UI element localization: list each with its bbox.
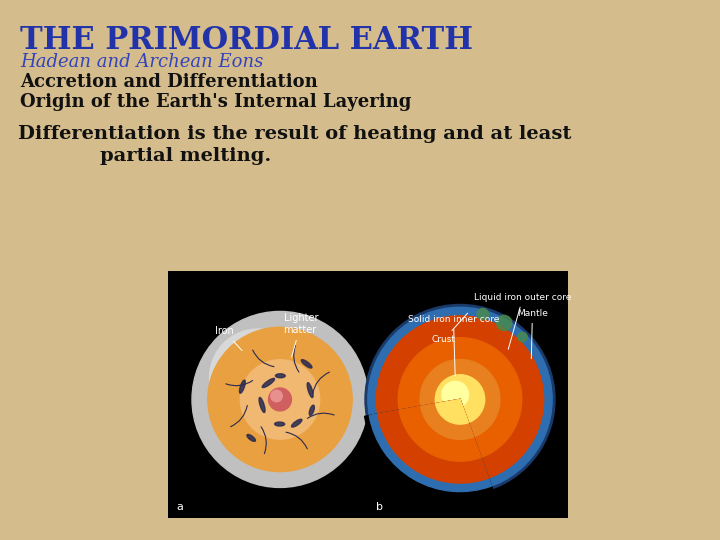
Circle shape: [271, 390, 282, 402]
Ellipse shape: [301, 360, 312, 368]
Wedge shape: [364, 400, 493, 496]
Text: Solid iron inner core: Solid iron inner core: [408, 314, 499, 376]
Circle shape: [436, 375, 485, 424]
Ellipse shape: [274, 422, 284, 426]
Text: Crust: Crust: [431, 313, 467, 345]
Circle shape: [497, 315, 512, 330]
Ellipse shape: [247, 435, 256, 441]
Circle shape: [420, 360, 500, 440]
Circle shape: [442, 381, 469, 408]
Circle shape: [240, 360, 320, 439]
Circle shape: [368, 307, 552, 491]
Text: THE PRIMORDIAL EARTH: THE PRIMORDIAL EARTH: [20, 25, 473, 56]
Circle shape: [210, 329, 307, 426]
Text: Hadean and Archean Eons: Hadean and Archean Eons: [20, 53, 264, 71]
Ellipse shape: [292, 419, 302, 427]
Text: Mantle: Mantle: [517, 309, 548, 359]
Circle shape: [365, 305, 555, 495]
Ellipse shape: [307, 383, 313, 397]
Text: Accretion and Differentiation: Accretion and Differentiation: [20, 73, 318, 91]
Text: Origin of the Earth's Internal Layering: Origin of the Earth's Internal Layering: [20, 93, 411, 111]
Circle shape: [398, 338, 522, 461]
Ellipse shape: [259, 397, 265, 413]
Text: a: a: [176, 502, 183, 512]
Text: partial melting.: partial melting.: [100, 147, 271, 165]
Circle shape: [208, 327, 352, 471]
Circle shape: [192, 312, 368, 488]
Ellipse shape: [310, 405, 315, 415]
Ellipse shape: [262, 379, 274, 388]
Circle shape: [269, 388, 292, 411]
Text: b: b: [376, 502, 383, 512]
Wedge shape: [399, 400, 481, 461]
Wedge shape: [378, 400, 489, 483]
Circle shape: [377, 316, 544, 483]
Ellipse shape: [240, 380, 246, 393]
Wedge shape: [369, 400, 492, 491]
Circle shape: [518, 332, 527, 342]
Wedge shape: [420, 400, 474, 440]
Text: Liquid iron outer core: Liquid iron outer core: [474, 293, 572, 349]
Wedge shape: [436, 400, 469, 424]
Text: Differentiation is the result of heating and at least: Differentiation is the result of heating…: [18, 125, 572, 143]
Bar: [168, 271, 568, 518]
Ellipse shape: [276, 374, 285, 378]
Circle shape: [477, 308, 489, 320]
Text: Lighter
matter: Lighter matter: [284, 313, 318, 357]
Text: Iron: Iron: [215, 327, 242, 350]
